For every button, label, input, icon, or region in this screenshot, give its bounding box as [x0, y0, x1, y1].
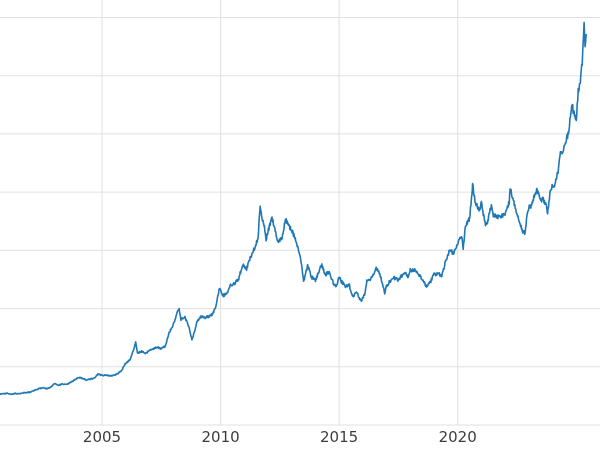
gridlines	[0, 0, 600, 426]
data-series	[0, 21, 587, 396]
price-line	[0, 21, 587, 396]
x-tick-label: 2010	[202, 428, 240, 446]
x-axis-labels: 2005 2010 2015 2020	[83, 428, 477, 446]
x-tick-label: 2020	[439, 428, 477, 446]
x-tick-label: 2005	[83, 428, 121, 446]
x-tick-label: 2015	[320, 428, 358, 446]
